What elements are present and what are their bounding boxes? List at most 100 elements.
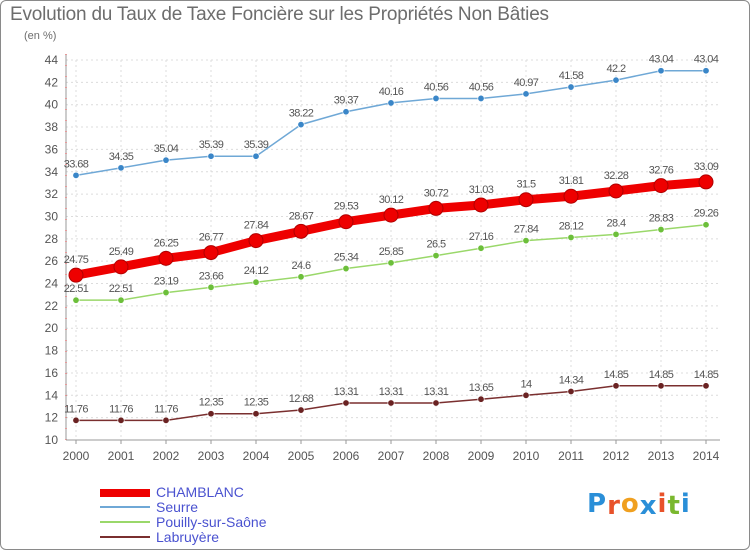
x-tick-label: 2013 [648,449,675,463]
data-point-labruy-re [387,399,395,407]
data-point-labruy-re [297,406,305,414]
data-label-chamblanc: 26.77 [199,232,224,244]
data-point-chamblanc [563,188,579,204]
data-label-seurre: 41.58 [559,70,584,82]
x-tick-label: 2007 [378,449,405,463]
x-tick-label: 2005 [288,449,315,463]
logo-letter: t [667,491,681,521]
data-point-labruy-re [72,416,80,424]
legend-swatch-labruyere [100,536,150,538]
data-label-pouilly-sur-sa-ne: 27.84 [514,224,539,236]
data-label-seurre: 40.56 [469,81,494,93]
data-point-labruy-re [477,395,485,403]
data-point-labruy-re [252,410,260,418]
data-point-seurre [342,108,350,116]
y-tick-label: 44 [45,53,59,67]
data-label-labruy-re: 13.31 [424,386,449,398]
data-label-seurre: 40.56 [424,81,449,93]
data-point-pouilly-sur-sa-ne [522,237,530,245]
data-label-pouilly-sur-sa-ne: 22.51 [109,283,134,295]
data-label-seurre: 35.04 [154,143,179,155]
data-label-labruy-re: 14.85 [604,369,629,381]
data-label-chamblanc: 27.84 [244,220,269,232]
data-point-seurre [432,94,440,102]
data-point-pouilly-sur-sa-ne [657,226,665,234]
data-label-seurre: 38.22 [289,108,314,120]
y-tick-label: 42 [45,75,59,89]
data-label-labruy-re: 11.76 [109,403,133,415]
data-point-labruy-re [702,382,710,390]
data-label-seurre: 42.2 [606,63,625,75]
data-label-pouilly-sur-sa-ne: 27.16 [469,231,494,243]
grid-lines [66,59,720,441]
y-tick-label: 18 [45,344,59,358]
data-point-seurre [567,83,575,91]
proxiti-logo: Proxiti [587,489,691,521]
x-tick-label: 2014 [693,449,720,463]
data-point-labruy-re [522,391,530,399]
data-point-chamblanc [608,183,624,199]
y-tick-label: 20 [45,321,59,335]
y-tick-label: 40 [45,98,59,112]
data-label-pouilly-sur-sa-ne: 23.66 [199,270,224,282]
data-label-pouilly-sur-sa-ne: 28.83 [649,213,674,225]
data-point-chamblanc [473,197,489,213]
data-label-chamblanc: 31.03 [469,184,494,196]
data-point-chamblanc [68,267,84,283]
data-point-seurre [297,121,305,129]
x-tick-label: 2003 [198,449,225,463]
legend-swatch-seurre [100,506,150,508]
data-label-chamblanc: 29.53 [334,201,359,213]
data-point-seurre [387,99,395,107]
data-point-pouilly-sur-sa-ne [207,283,215,291]
data-point-labruy-re [612,382,620,390]
data-point-seurre [72,171,80,179]
data-label-chamblanc: 30.12 [379,194,404,206]
x-tick-label: 2004 [243,449,270,463]
x-tick-label: 2011 [558,449,584,463]
axes: 10 12 14 16 18 20 22 24 26 28 30 32 34 36 38 40 42 44 2000… [45,53,720,463]
y-tick-label: 36 [45,142,59,156]
data-label-pouilly-sur-sa-ne: 28.12 [559,220,584,232]
data-point-chamblanc [653,178,669,194]
data-label-seurre: 43.04 [649,54,674,66]
y-tick-label: 10 [45,433,59,447]
legend-label-seurre: Seurre [156,499,199,515]
data-label-pouilly-sur-sa-ne: 26.5 [426,239,445,251]
y-tick-label: 16 [45,366,59,380]
data-point-pouilly-sur-sa-ne [387,259,395,267]
data-point-chamblanc [293,223,309,239]
data-point-chamblanc [158,250,174,266]
data-point-chamblanc [338,214,354,230]
data-point-chamblanc [203,245,219,261]
logo-letter: x [639,491,658,521]
data-point-pouilly-sur-sa-ne [117,296,125,304]
logo-letter: i [680,489,691,519]
data-label-chamblanc: 32.76 [649,165,674,177]
x-tick-label: 2008 [423,449,450,463]
data-point-pouilly-sur-sa-ne [342,265,350,273]
data-label-labruy-re: 13.31 [379,386,404,398]
data-point-chamblanc [113,259,129,275]
data-label-chamblanc: 31.81 [559,175,584,187]
data-label-labruy-re: 11.76 [64,403,88,415]
data-label-seurre: 33.68 [64,158,89,170]
data-label-pouilly-sur-sa-ne: 29.26 [694,208,719,220]
legend-label-chamblanc: CHAMBLANC [156,484,244,500]
data-label-seurre: 39.37 [334,95,359,107]
data-point-seurre [612,76,620,84]
y-tick-label: 22 [45,299,59,313]
data-label-labruy-re: 14 [520,378,532,390]
data-point-pouilly-sur-sa-ne [162,289,170,297]
legend-label-pouilly: Pouilly-sur-Saône [156,514,267,530]
x-tick-label: 2012 [603,449,630,463]
data-label-chamblanc: 24.75 [64,254,89,266]
data-point-pouilly-sur-sa-ne [612,230,620,238]
data-point-labruy-re [657,382,665,390]
data-label-labruy-re: 12.35 [244,397,269,409]
y-tick-label: 12 [45,411,59,425]
data-point-labruy-re [162,416,170,424]
logo-letter: i [657,489,668,519]
x-tick-label: 2000 [63,449,90,463]
x-tick-label: 2009 [468,449,495,463]
